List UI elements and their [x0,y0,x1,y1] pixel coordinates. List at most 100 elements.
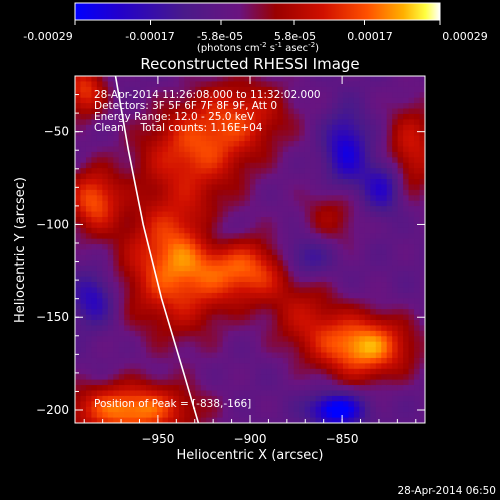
heatmap-cell [146,336,153,343]
heatmap-cell [342,309,350,316]
heatmap-cell [348,379,355,386]
heatmap-cell [135,173,142,180]
heatmap-cell [206,401,213,408]
heatmap-cell [157,330,164,337]
heatmap-cell [244,412,251,419]
heatmap-cell [342,157,350,164]
heatmap-cell [375,86,382,93]
heatmap-cell [239,341,246,348]
heatmap-cell [140,135,147,142]
heatmap-cell [167,357,175,364]
heatmap-cell [222,195,229,202]
heatmap-cell [118,103,125,110]
heatmap-cell [195,319,202,326]
heatmap-cell [348,417,355,423]
heatmap-cell [135,314,142,321]
heatmap-cell [255,238,262,245]
heatmap-cell [266,81,273,88]
heatmap-cell [250,211,257,218]
heatmap-cell [255,347,262,354]
heatmap-cell [326,282,333,289]
heatmap-cell [348,390,355,397]
heatmap-cell [332,211,339,218]
heatmap-cell [386,113,393,120]
heatmap-cell [135,146,142,153]
heatmap-cell [282,173,289,180]
heatmap-cell [178,124,185,131]
heatmap-cell [206,173,213,180]
heatmap-cell [162,244,169,251]
heatmap-cell [173,368,180,375]
heatmap-cell [332,395,339,402]
heatmap-cell [326,390,333,397]
heatmap-cell [348,130,355,137]
heatmap-cell [315,227,322,234]
heatmap-cell [332,86,339,93]
heatmap-cell [157,314,164,321]
heatmap-cell [107,314,114,321]
heatmap-cell [228,265,235,272]
heatmap-cell [293,195,300,202]
heatmap-cell [157,412,164,419]
heatmap-cell [189,395,196,402]
heatmap-cell [244,314,251,321]
heatmap-cell [332,287,339,294]
heatmap-cell [255,303,262,310]
heatmap-cell [250,216,257,223]
heatmap-cell [222,103,229,110]
heatmap-cell [375,179,382,186]
heatmap-cell [353,406,360,413]
heatmap-cell [397,412,404,419]
heatmap-cell [195,249,202,256]
heatmap-cell [217,260,224,267]
heatmap-cell [233,162,240,169]
heatmap-cell [178,401,185,408]
heatmap-cell [403,374,410,381]
heatmap-cell [299,249,306,256]
heatmap-cell [397,162,404,169]
heatmap-cell [91,325,98,332]
heatmap-cell [157,206,164,213]
heatmap-cell [364,233,371,240]
heatmap-cell [113,108,120,115]
heatmap-cell [217,222,224,229]
heatmap-cell [397,189,404,196]
heatmap-cell [375,103,382,110]
heatmap-cell [326,292,333,299]
heatmap-cell [200,200,207,207]
heatmap-cell [195,141,202,148]
heatmap-cell [260,325,268,332]
heatmap-cell [288,347,295,354]
heatmap-cell [397,336,404,343]
heatmap-cell [359,385,366,392]
heatmap-cell [239,200,246,207]
heatmap-cell [189,406,196,413]
heatmap-cell [337,406,344,413]
heatmap-cell [211,330,218,337]
heatmap-cell [299,325,306,332]
heatmap-cell [217,184,224,191]
heatmap-cell [348,211,355,218]
heatmap-cell [129,314,136,321]
heatmap-cell [195,124,202,131]
heatmap-cell [408,81,415,88]
heatmap-cell [211,417,218,423]
heatmap-cell [348,146,355,153]
heatmap-cell [173,233,180,240]
heatmap-cell [282,151,289,158]
heatmap-cell [370,200,377,207]
heatmap-cell [260,352,268,359]
heatmap-cell [162,347,169,354]
heatmap-cell [299,206,306,213]
heatmap-cell [200,76,207,83]
heatmap-cell [310,103,317,110]
heatmap-cell [195,168,202,175]
heatmap-cell [244,86,251,93]
heatmap-cell [178,379,185,386]
heatmap-cell [299,385,306,392]
heatmap-cell [211,412,218,419]
heatmap-cell [228,146,235,153]
heatmap-cell [337,76,344,83]
heatmap-cell [102,211,109,218]
heatmap-cell [315,282,322,289]
